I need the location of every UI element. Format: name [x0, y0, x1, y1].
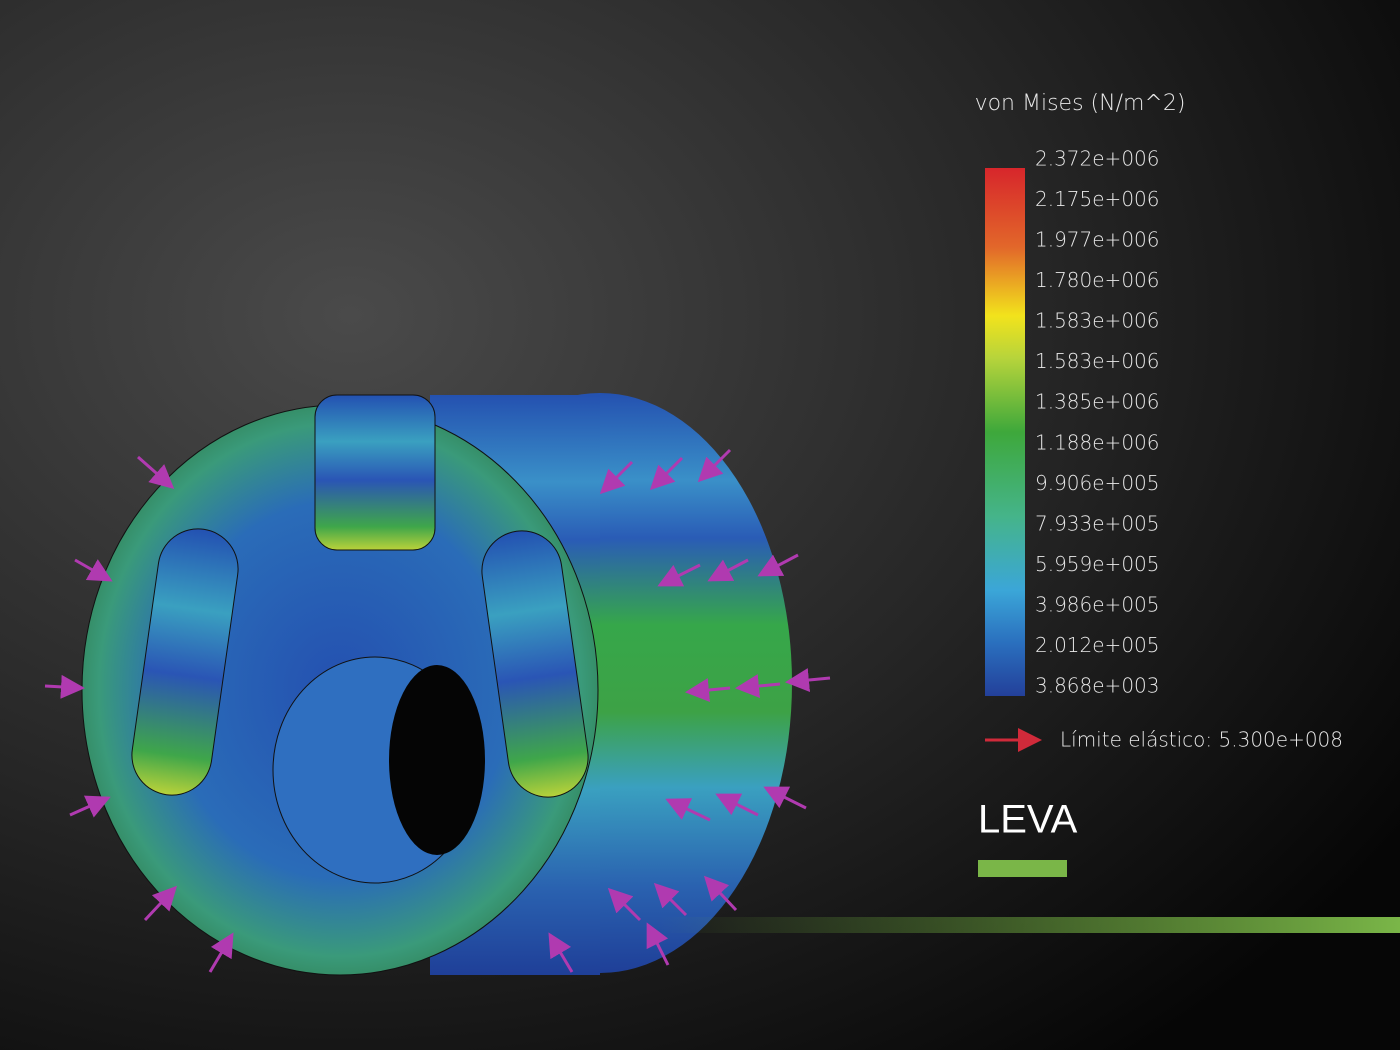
load-arrow	[785, 668, 831, 692]
legend-label: 9.906e+005	[1035, 471, 1160, 495]
load-arrow	[137, 455, 175, 489]
load-arrow	[707, 558, 749, 582]
legend-label: 1.188e+006	[1035, 430, 1160, 454]
cam-notch	[314, 394, 436, 551]
load-arrow	[649, 456, 684, 491]
load-arrow	[763, 786, 807, 810]
load-arrow	[74, 558, 113, 582]
legend-label: 1.780e+006	[1035, 268, 1160, 292]
yield-arrow-head	[1018, 728, 1042, 752]
colorbar	[985, 168, 1025, 696]
legend-label: 3.986e+005	[1035, 592, 1160, 616]
legend-label: 2.372e+006	[1035, 147, 1160, 171]
legend-label: 2.012e+005	[1035, 633, 1160, 657]
load-arrow	[665, 798, 711, 822]
load-arrow	[653, 882, 688, 917]
load-arrow	[657, 563, 701, 587]
cam-bore-hole	[389, 665, 485, 855]
load-arrow	[685, 678, 731, 702]
load-arrow	[697, 448, 732, 483]
load-arrow	[69, 795, 111, 818]
legend-label: 2.175e+006	[1035, 187, 1160, 211]
legend-label: 1.977e+006	[1035, 228, 1160, 252]
legend-title: von Mises (N/m^2)	[975, 91, 1186, 116]
accent-rule	[660, 917, 1400, 933]
load-arrows	[44, 448, 831, 973]
part-title: LEVA	[978, 798, 1078, 842]
load-arrow	[703, 875, 738, 912]
load-arrow	[548, 932, 574, 973]
load-arrow	[735, 674, 781, 698]
legend-label: 3.868e+003	[1035, 674, 1160, 698]
legend-label: 7.933e+005	[1035, 511, 1160, 535]
title-underline	[978, 860, 1067, 877]
load-arrow	[143, 885, 178, 922]
legend-label: 5.959e+005	[1035, 552, 1160, 576]
load-arrow	[646, 922, 670, 966]
yield-limit: Límite elástico: 5.300e+008	[1060, 728, 1343, 752]
legend-label: 1.583e+006	[1035, 309, 1160, 333]
cam-slot-left	[131, 528, 239, 796]
load-arrow	[757, 553, 799, 577]
load-arrow	[208, 932, 234, 973]
load-arrow	[599, 460, 634, 495]
load-arrow	[44, 674, 85, 699]
cam-render	[81, 393, 792, 976]
legend-label: 1.583e+006	[1035, 349, 1160, 373]
cam-slot-right	[481, 530, 589, 798]
load-arrow	[715, 793, 759, 817]
legend-label: 1.385e+006	[1035, 390, 1160, 414]
load-arrow	[607, 887, 642, 922]
legend-labels: 2.372e+006 2.175e+006 1.977e+006 1.780e+006…	[1035, 147, 1160, 698]
